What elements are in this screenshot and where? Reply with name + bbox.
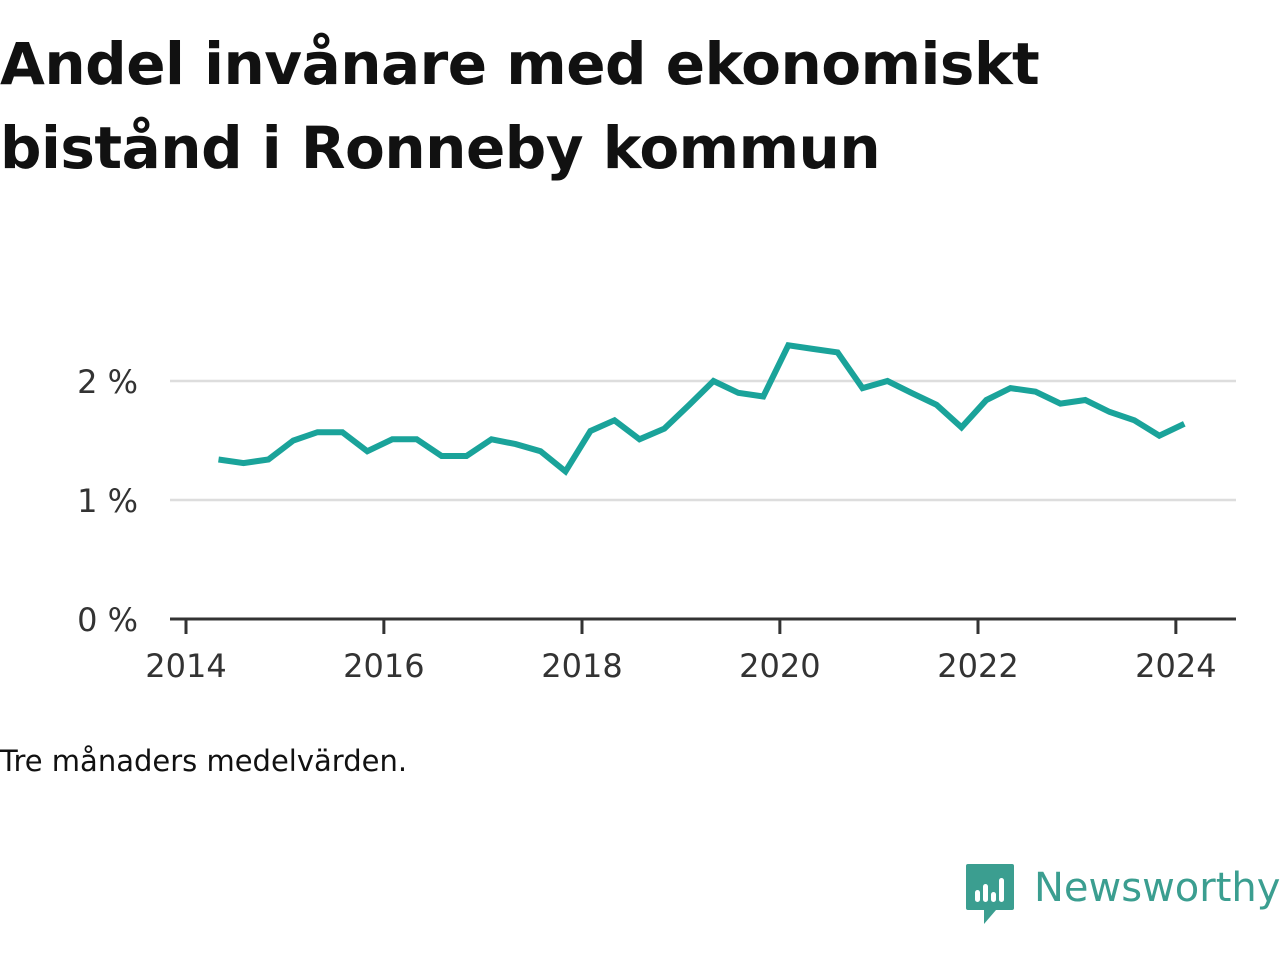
brand-name: Newsworthy (1034, 865, 1280, 911)
newsworthy-logo-icon (966, 864, 1014, 924)
x-tick-label: 2024 (1135, 647, 1216, 685)
y-tick-label: 1 % (77, 482, 138, 520)
gridlines (170, 379, 1236, 502)
chart-title: Andel invånare med ekonomiskt bistånd i … (0, 30, 1040, 182)
y-tick-label: 2 % (77, 363, 138, 401)
line-chart: 0 % 1 % 2 % 2014 2016 2018 2020 2022 2024 (77, 342, 1236, 685)
x-tick-label: 2020 (739, 647, 820, 685)
chart-caption: Tre månaders medelvärden. (0, 744, 408, 778)
x-tick-label: 2016 (343, 647, 424, 685)
x-tick-label: 2014 (145, 647, 226, 685)
x-tick-label: 2018 (541, 647, 622, 685)
axes: 0 % 1 % 2 % 2014 2016 2018 2020 2022 2024 (77, 363, 1236, 685)
series-line (218, 342, 1186, 476)
newsworthy-brand: Newsworthy (964, 862, 1280, 926)
series (218, 342, 1186, 476)
y-tick-label: 0 % (77, 601, 138, 639)
x-tick-label: 2022 (937, 647, 1018, 685)
